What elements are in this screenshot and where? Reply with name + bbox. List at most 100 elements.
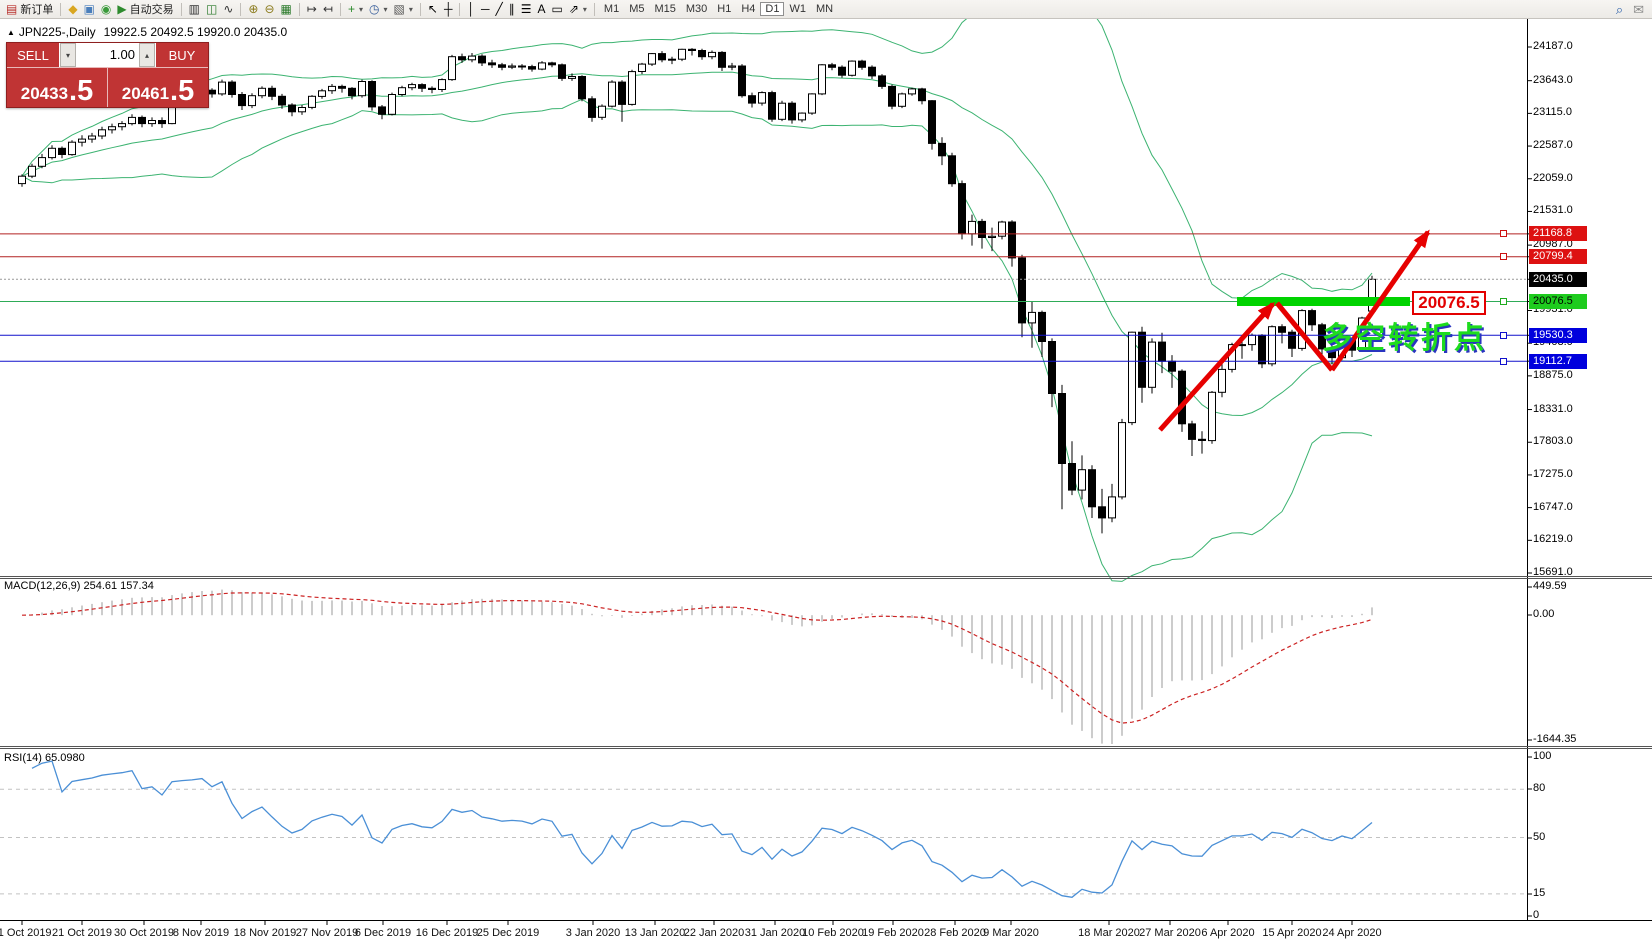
line-chart-button[interactable]: ∿ bbox=[220, 1, 236, 18]
date-label-6-Apr-2020: 6 Apr 2020 bbox=[1201, 927, 1255, 939]
chart-shift-button[interactable]: ↤ bbox=[320, 1, 336, 18]
mql-community-icon[interactable]: ▣ bbox=[81, 1, 98, 18]
trend-arrow-2[interactable] bbox=[1275, 301, 1334, 372]
sell-button[interactable]: SELL bbox=[7, 43, 59, 67]
axis-price-label-20076.5: 20076.5 bbox=[1529, 293, 1587, 309]
volume-box: ▾ 1.00 ▴ bbox=[59, 43, 156, 67]
timeframe-d1-button[interactable]: D1 bbox=[760, 2, 785, 16]
trendline-glyph-icon: ╱ bbox=[495, 2, 503, 16]
buy-price[interactable]: 20461.5 bbox=[107, 68, 208, 107]
indicators-button[interactable]: + ▾ bbox=[345, 1, 366, 18]
date-label-18-Nov-2019: 18 Nov 2019 bbox=[233, 927, 297, 939]
zoom-out-button[interactable]: ⊖ bbox=[261, 1, 277, 18]
macd-histogram bbox=[31, 589, 1373, 744]
axis-label-18331.0: 18331.0 bbox=[1533, 402, 1573, 415]
date-label-27-Nov-2019: 27 Nov 2019 bbox=[295, 927, 359, 939]
arrows-button[interactable]: ⇗ ▾ bbox=[566, 1, 590, 18]
fibonacci-button[interactable]: ☰ bbox=[518, 1, 535, 18]
timeframe-m15-button[interactable]: M15 bbox=[654, 3, 676, 15]
auto-scroll-button[interactable]: ↦ bbox=[304, 1, 320, 18]
chart-shift-glyph-icon: ↤ bbox=[322, 2, 333, 16]
date-label-22-Jan-2020: 22 Jan 2020 bbox=[683, 927, 745, 939]
timeframe-m30-button[interactable]: M30 bbox=[685, 3, 708, 15]
timeframe-mn-button[interactable]: MN bbox=[815, 3, 834, 15]
turning-point-annotation[interactable]: 多空转折点 bbox=[1322, 322, 1487, 355]
line-handle-20799.4[interactable] bbox=[1500, 253, 1507, 261]
tile-windows-glyph-icon: ▦ bbox=[280, 2, 292, 16]
text-label-button[interactable]: ▭ bbox=[548, 1, 565, 18]
axis-label-15: 15 bbox=[1533, 887, 1546, 899]
dropdown-caret-icon[interactable]: ▾ bbox=[383, 4, 388, 14]
horizontal-line-button[interactable]: ─ bbox=[478, 1, 493, 18]
sell-price-main: 20433 bbox=[20, 84, 69, 103]
axis-label-100: 100 bbox=[1533, 750, 1552, 762]
resistance-zone-bar[interactable] bbox=[1237, 297, 1410, 306]
autotrading-button[interactable]: ▶ 自动交易 bbox=[114, 1, 176, 18]
equidistant-channel-button[interactable]: ∥ bbox=[506, 1, 518, 18]
crosshair-button[interactable]: ┼ bbox=[441, 1, 456, 18]
arrows-glyph-icon: ⇗ bbox=[568, 2, 579, 16]
candlestick-chart-button[interactable]: ◫ bbox=[203, 1, 220, 18]
indicators-glyph-icon: + bbox=[347, 2, 355, 16]
tile-windows-button[interactable]: ▦ bbox=[278, 1, 295, 18]
periods-button[interactable]: ◷ ▾ bbox=[366, 1, 391, 18]
trend-arrow-3[interactable] bbox=[1329, 229, 1431, 372]
date-label-15-Apr-2020: 15 Apr 2020 bbox=[1262, 927, 1322, 939]
date-label-6-Dec-2019: 6 Dec 2019 bbox=[354, 927, 412, 939]
axis-label-18875.0: 18875.0 bbox=[1533, 368, 1573, 381]
trendline-button[interactable]: ╱ bbox=[492, 1, 505, 18]
cursor-button[interactable]: ↖ bbox=[425, 1, 441, 18]
bar-chart-glyph-icon: ▥ bbox=[188, 2, 200, 16]
line-handle-21168.8[interactable] bbox=[1500, 230, 1507, 238]
fibonacci-glyph-icon: ☰ bbox=[520, 2, 532, 16]
search-icon[interactable]: ⌕ bbox=[1615, 1, 1624, 17]
zoom-out-glyph-icon: ⊖ bbox=[264, 2, 275, 16]
timeframe-m5-button[interactable]: M5 bbox=[629, 3, 645, 15]
text-button[interactable]: A bbox=[534, 1, 548, 18]
new-order-button[interactable]: ▤ 新订单 bbox=[3, 1, 56, 18]
line-handle-19112.7[interactable] bbox=[1500, 357, 1507, 365]
ticket-icon[interactable]: ◆ bbox=[65, 1, 80, 18]
timeframe-h1-button[interactable]: H1 bbox=[717, 3, 732, 15]
timeframe-w1-button[interactable]: W1 bbox=[789, 3, 806, 15]
trade-panel-controls: SELL ▾ 1.00 ▴ BUY bbox=[7, 43, 208, 68]
community-chat-icon[interactable]: ✉ bbox=[1633, 1, 1644, 17]
date-label-19-Feb-2020: 19 Feb 2020 bbox=[862, 927, 924, 939]
candlestick-chart-glyph-icon: ◫ bbox=[205, 2, 218, 16]
price-callout-box[interactable]: 20076.5 bbox=[1412, 291, 1486, 315]
autotrading-button-label: 自动交易 bbox=[129, 4, 174, 16]
timeframe-m1-button[interactable]: M1 bbox=[603, 3, 620, 15]
zoom-in-button[interactable]: ⊕ bbox=[245, 1, 261, 18]
autotrading-glyph-icon: ▶ bbox=[117, 2, 127, 16]
new-order-glyph-icon: ▤ bbox=[6, 2, 18, 16]
toolbar-separator bbox=[240, 2, 242, 16]
axis-price-label-20799.4: 20799.4 bbox=[1529, 249, 1587, 265]
volume-increase-button[interactable]: ▴ bbox=[139, 43, 155, 67]
axis-label-50: 50 bbox=[1533, 831, 1546, 843]
trend-arrow-1[interactable] bbox=[1158, 301, 1276, 432]
line-handle-19530.3[interactable] bbox=[1500, 331, 1507, 339]
buy-button[interactable]: BUY bbox=[156, 43, 208, 67]
dropdown-caret-icon[interactable]: ▾ bbox=[359, 4, 364, 14]
vertical-line-button[interactable]: │ bbox=[464, 1, 478, 18]
dropdown-caret-icon[interactable]: ▾ bbox=[582, 4, 587, 14]
macd-signal-line bbox=[21, 592, 1373, 724]
signals-icon[interactable]: ◉ bbox=[98, 1, 114, 18]
volume-value[interactable]: 1.00 bbox=[109, 47, 135, 62]
date-label-30-Oct-2019: 30 Oct 2019 bbox=[114, 927, 174, 939]
timeframe-h4-button[interactable]: H4 bbox=[741, 3, 756, 15]
sell-price-fraction: .5 bbox=[69, 75, 94, 107]
volume-decrease-button[interactable]: ▾ bbox=[60, 43, 76, 67]
crosshair-glyph-icon: ┼ bbox=[443, 2, 453, 16]
collapse-symbol-triangle-icon[interactable]: ▲ bbox=[7, 28, 15, 37]
bar-chart-button[interactable]: ▥ bbox=[186, 1, 203, 18]
sell-price[interactable]: 20433.5 bbox=[7, 68, 107, 107]
dropdown-caret-icon[interactable]: ▾ bbox=[408, 4, 413, 14]
cursor-glyph-icon: ↖ bbox=[427, 2, 438, 16]
templates-button[interactable]: ▧ ▾ bbox=[391, 1, 416, 18]
equidistant-channel-glyph-icon: ∥ bbox=[508, 2, 515, 16]
rsi-indicator-label: RSI(14) 65.0980 bbox=[4, 752, 85, 764]
line-handle-20076.5[interactable] bbox=[1500, 297, 1507, 305]
axis-label-0: 0 bbox=[1533, 909, 1540, 921]
toolbar-separator bbox=[593, 2, 595, 16]
